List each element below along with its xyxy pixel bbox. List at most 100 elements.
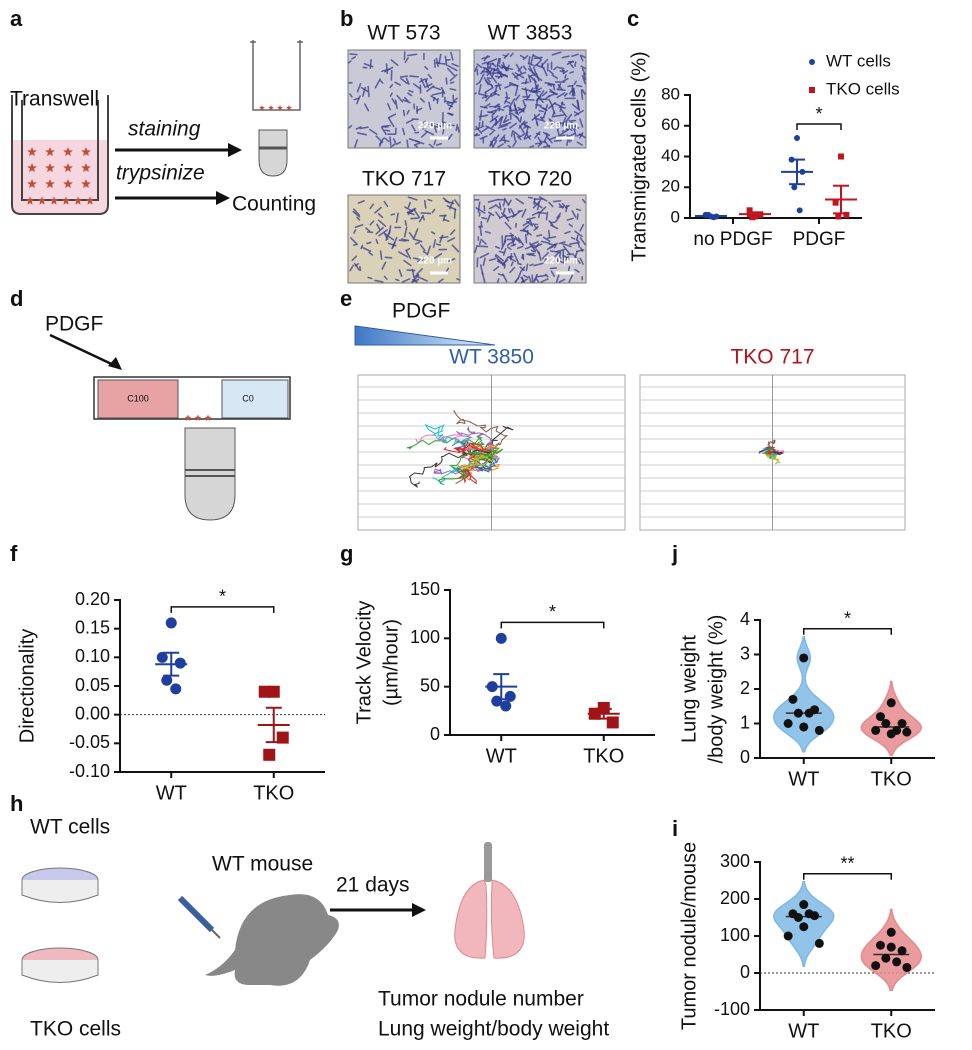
image-label: WT 573 xyxy=(367,22,440,45)
micrograph-texture xyxy=(517,209,524,213)
cell-icon xyxy=(45,179,55,188)
well xyxy=(11,95,109,215)
cell-track xyxy=(456,426,498,453)
micrograph-texture xyxy=(533,278,536,283)
micrograph-texture xyxy=(535,97,539,109)
micrograph-texture xyxy=(545,211,549,221)
micrograph-texture xyxy=(413,142,421,146)
micrograph-texture xyxy=(507,207,511,214)
micrograph-texture xyxy=(404,96,409,102)
cell-icon xyxy=(286,105,292,111)
plot-title: WT 3850 xyxy=(449,346,534,369)
micrograph-texture xyxy=(387,102,392,111)
label: WT mouse xyxy=(212,853,313,876)
micrograph-texture xyxy=(533,74,543,82)
micrograph-texture xyxy=(439,236,449,239)
micrograph-texture xyxy=(364,103,370,112)
micrograph-texture xyxy=(522,65,527,71)
micrograph-texture xyxy=(422,250,428,255)
micrograph-texture xyxy=(561,55,570,59)
micrograph-texture xyxy=(528,196,534,199)
label: Lung weight/body weight xyxy=(378,1018,609,1041)
micrograph-texture xyxy=(440,86,446,95)
micrograph-texture xyxy=(481,216,488,220)
micrograph-texture xyxy=(580,54,586,59)
y-tick-label: 0.00 xyxy=(75,703,110,723)
micrograph-texture xyxy=(451,62,459,68)
micrograph-texture xyxy=(411,124,416,132)
cell-icon xyxy=(277,105,283,111)
micrograph-texture xyxy=(375,135,384,144)
micrograph-texture xyxy=(389,143,396,148)
y-axis-label: Lung weight xyxy=(678,635,700,743)
x-tick-label: TKO xyxy=(583,745,624,767)
lung xyxy=(490,879,525,959)
micrograph-texture xyxy=(407,92,413,97)
micrograph-texture xyxy=(523,125,527,129)
micrograph-texture xyxy=(406,109,410,115)
micrograph-texture xyxy=(476,68,479,76)
micrograph-texture xyxy=(491,122,496,129)
cell-track xyxy=(770,452,781,465)
micrograph-texture xyxy=(583,72,586,81)
micrograph-texture xyxy=(560,102,566,106)
micrograph-texture xyxy=(420,131,429,138)
micrograph-texture xyxy=(550,270,556,277)
micrograph-texture xyxy=(403,259,412,267)
micrograph-texture xyxy=(412,257,421,260)
micrograph-texture xyxy=(571,53,579,58)
y-tick-label: 0.20 xyxy=(75,589,110,609)
micrograph-texture xyxy=(417,276,428,282)
micrograph-texture xyxy=(481,272,486,283)
cell-icon xyxy=(25,196,35,205)
cell-icon xyxy=(45,163,55,172)
micrograph-texture xyxy=(406,211,415,216)
significance-bracket xyxy=(796,123,842,131)
micrograph-texture xyxy=(369,220,375,226)
micrograph-texture xyxy=(449,88,457,91)
micrograph-texture xyxy=(480,67,487,75)
micrograph-texture xyxy=(491,75,498,84)
micrograph-texture xyxy=(566,139,569,147)
micrograph-texture xyxy=(521,208,527,218)
micrograph-texture xyxy=(514,84,519,96)
micrograph-texture xyxy=(436,97,439,104)
micrograph-texture xyxy=(534,277,540,283)
micrograph-texture xyxy=(534,142,542,145)
x-tick-label: WT xyxy=(788,768,819,790)
micrograph-texture xyxy=(494,92,500,96)
micrograph-texture xyxy=(442,214,446,222)
micrograph-texture xyxy=(517,272,522,280)
cell-icon xyxy=(81,179,91,188)
micrograph-texture xyxy=(542,236,551,243)
micrograph-texture xyxy=(482,257,486,267)
data-point xyxy=(263,748,276,761)
micrograph-texture xyxy=(481,126,490,133)
micrograph-texture xyxy=(564,230,571,235)
micrograph-texture xyxy=(520,276,526,283)
micrograph-texture xyxy=(574,268,580,273)
micrograph-texture xyxy=(418,214,424,223)
micrograph-texture xyxy=(517,71,527,77)
micrograph-texture xyxy=(423,199,427,209)
cell-icon xyxy=(85,196,95,205)
micrograph-texture xyxy=(498,108,505,111)
chamber-diagram xyxy=(49,333,291,521)
micrograph-texture xyxy=(525,233,528,244)
micrograph-texture xyxy=(431,208,436,214)
micrograph-texture xyxy=(414,144,419,148)
micrograph-texture xyxy=(413,209,420,219)
micrograph-texture xyxy=(529,73,535,78)
y-tick-label: 0.10 xyxy=(75,646,110,666)
micrograph-texture xyxy=(369,58,372,70)
micrograph-texture xyxy=(548,136,557,141)
data-point xyxy=(804,708,814,718)
mouse-diagram xyxy=(21,842,525,986)
micrograph-texture xyxy=(548,102,556,109)
data-point xyxy=(886,927,896,937)
data-point xyxy=(794,135,800,142)
micrograph-texture xyxy=(389,136,392,146)
micrograph-texture xyxy=(415,140,425,145)
micrograph-texture xyxy=(357,200,365,204)
micrograph-texture xyxy=(374,206,382,214)
